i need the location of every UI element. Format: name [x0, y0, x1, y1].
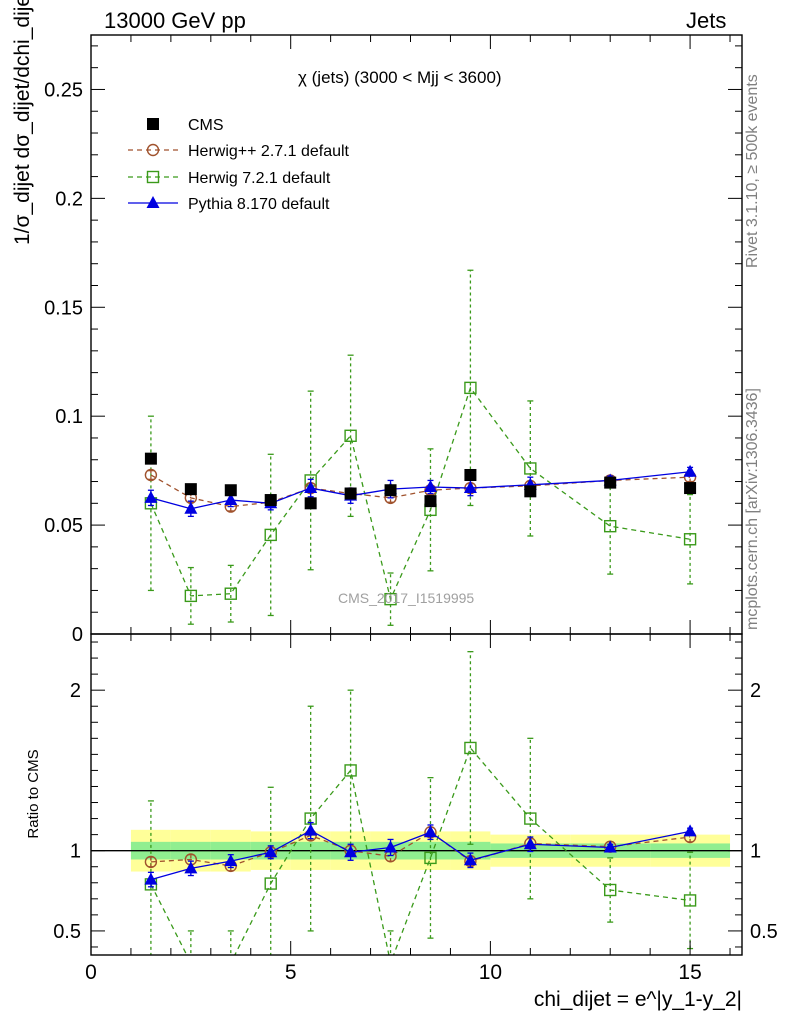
legend-label: Herwig++ 2.7.1 default — [188, 143, 350, 160]
x-tick-label: 10 — [479, 961, 502, 984]
watermark: CMS_2017_I1519995 — [338, 590, 475, 606]
x-axis-label: chi_dijet = e^|y_1-y_2| — [534, 988, 742, 1011]
chart-title: χ (jets) (3000 < Mjj < 3600) — [298, 68, 502, 87]
main-herwig-point — [264, 528, 277, 542]
main-cms-point — [304, 497, 317, 510]
ratio-plot-area — [144, 651, 697, 969]
main-herwig-point — [524, 462, 537, 475]
main-cms-point — [224, 484, 237, 497]
y-tick-label: 0.15 — [44, 297, 83, 319]
legend-label: CMS — [188, 117, 224, 134]
ratio-herwig-point — [683, 894, 697, 907]
ratio-herwig-point — [604, 883, 617, 897]
x-tick-label: 5 — [285, 961, 297, 984]
main-pythia-point — [304, 481, 318, 494]
ratio-pythia-point — [264, 845, 278, 858]
main-cms-point — [524, 485, 537, 498]
main-cms-point — [604, 476, 617, 489]
ratio-pythia-line — [150, 829, 691, 881]
ratio-herwig-line — [150, 746, 691, 955]
main-pythia-point — [423, 479, 437, 492]
ratio-frame — [90, 633, 743, 956]
main-pythia-point — [224, 493, 238, 506]
legend-marker — [146, 196, 160, 208]
ratio-herwig-point — [524, 812, 537, 825]
ratio-pythia-point — [603, 840, 617, 853]
x-tick-label: 0 — [85, 961, 97, 984]
ratio-y-tick-label-right: 0.5 — [750, 921, 778, 943]
legend-label: Herwig 7.2.1 default — [188, 170, 331, 187]
main-herwig-point — [384, 592, 397, 606]
y-tick-label: 0.2 — [55, 188, 83, 210]
ratio-herwig-point — [464, 741, 477, 755]
y-tick-label: 0.05 — [44, 515, 83, 537]
ratio-pythia-point — [384, 840, 398, 853]
ratio-y-tick-label-right: 1 — [750, 841, 761, 863]
main-herwig-point — [344, 429, 357, 442]
y-tick-label: 0.25 — [44, 79, 83, 101]
rivet-label: Rivet 3.1.10, ≥ 500k events — [744, 74, 761, 268]
main-herwig-line — [150, 474, 691, 508]
legend-marker — [146, 170, 160, 184]
main-herwig-point — [184, 589, 198, 603]
legend-label: Pythia 8.170 default — [188, 196, 330, 213]
main-cms-point — [344, 487, 357, 500]
y-axis-label: 1/σ_dijet dσ_dijet/dchi_dijet — [11, 0, 34, 245]
ratio-y-tick-label-right: 2 — [750, 680, 761, 702]
main-plot-area — [144, 269, 697, 626]
ratio-herwig-point — [185, 958, 196, 969]
ratio-y-tick-label: 2 — [70, 680, 81, 702]
header-left: 13000 GeV pp — [104, 8, 246, 33]
main-pythia-point — [184, 501, 198, 514]
ratio-y-tick-label: 0.5 — [53, 921, 81, 943]
ratio-herwig-point — [424, 851, 437, 865]
ratio-y-tick-label: 1 — [70, 841, 81, 863]
legend-marker — [147, 118, 159, 130]
ratio-pythia-point — [683, 824, 697, 837]
main-cms-point — [384, 484, 397, 497]
ratio-pythia-point — [423, 825, 437, 838]
main-herwig-point — [464, 381, 477, 395]
legend-marker — [146, 143, 160, 157]
ratio-pythia-point — [304, 823, 318, 836]
ratio-herwig-point — [225, 958, 236, 969]
y-tick-label: 0 — [72, 624, 83, 646]
ratio-herwig-point — [385, 958, 396, 969]
ratio-herwig-point — [264, 877, 277, 890]
main-cms-point — [424, 495, 437, 508]
ratio-herwig-point — [344, 764, 357, 777]
header-right: Jets — [686, 8, 727, 33]
main-pythia-point — [463, 481, 477, 494]
main-cms-point — [184, 483, 197, 496]
ratio-pythia-point — [144, 872, 158, 885]
x-tick-label: 15 — [678, 961, 701, 984]
main-herwig-point — [683, 533, 697, 546]
main-cms-point — [684, 482, 697, 495]
ratio-pythia-point — [224, 854, 238, 867]
ratio-herwig-point — [144, 855, 158, 869]
main-herwig-point — [224, 587, 237, 600]
main-herwig-point — [604, 519, 617, 533]
main-cms-point — [464, 468, 477, 481]
main-pythia-point — [144, 490, 158, 503]
mcplots-label: mcplots.cern.ch [arXiv:1306.3436] — [744, 388, 761, 630]
ratio-pythia-point — [184, 861, 198, 874]
main-cms-point — [144, 452, 157, 465]
main-herwig-line — [150, 386, 691, 602]
ratio-pythia-point — [463, 853, 477, 866]
main-herwig-point — [144, 468, 158, 482]
ratio-pythia-point — [523, 837, 537, 850]
main-cms-point — [264, 494, 277, 507]
main-pythia-point — [683, 464, 697, 477]
ratio-herwig-line — [150, 831, 691, 867]
ratio-pythia-point — [344, 845, 358, 858]
main-pythia-line — [150, 471, 691, 510]
ratio-y-axis-label: Ratio to CMS — [25, 749, 42, 838]
y-tick-label: 0.1 — [55, 406, 83, 428]
